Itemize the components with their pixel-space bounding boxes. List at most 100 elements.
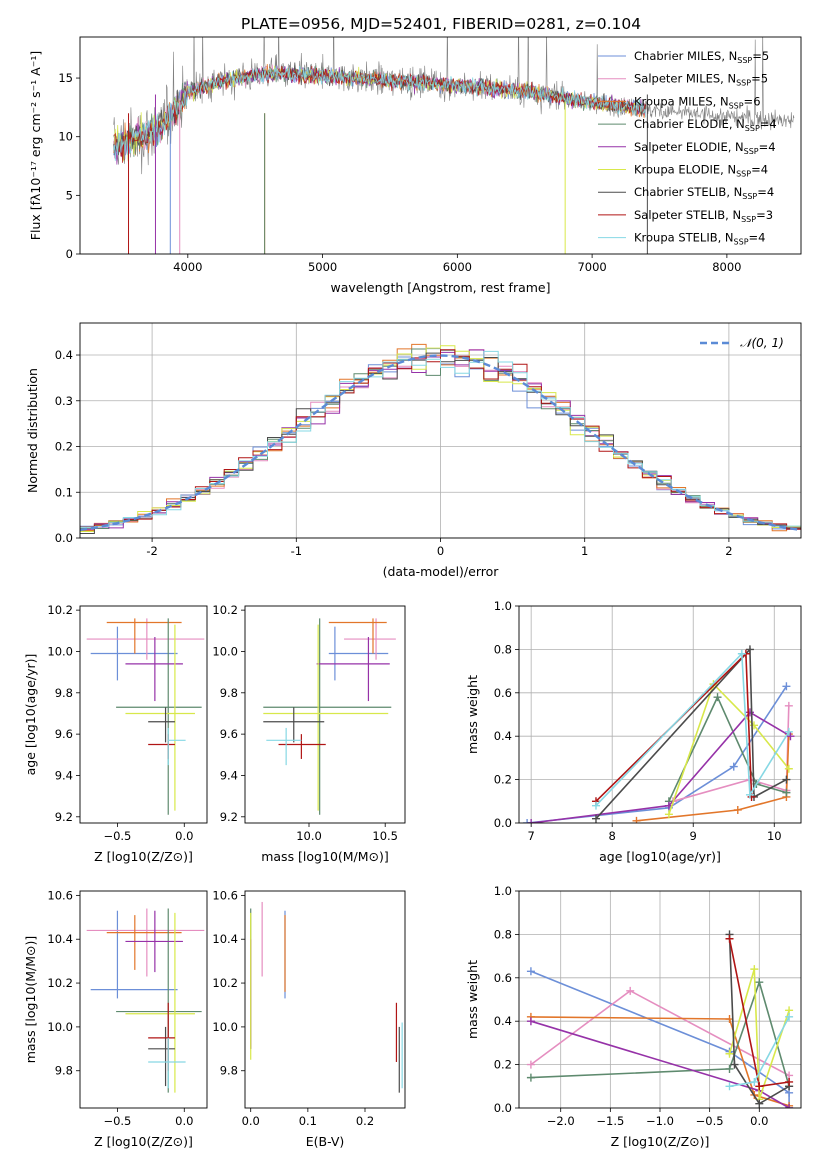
weight-marker xyxy=(784,701,793,710)
weight-marker xyxy=(784,764,793,773)
weight-marker xyxy=(526,1060,535,1069)
legend-equals: = xyxy=(759,140,769,154)
legend-nssp: 4 xyxy=(758,231,765,245)
y-tick-label: 0.8 xyxy=(494,927,512,941)
legend-n-sub: SSP xyxy=(742,192,757,201)
y-axis-label: Normed distribution xyxy=(25,368,40,493)
x-tick-label: 0.0 xyxy=(750,1114,768,1128)
legend-model-name: Chabrier STELIB xyxy=(634,185,726,199)
legend-model-name: Salpeter ELODIE xyxy=(634,140,728,154)
y-tick-label: 0.6 xyxy=(494,971,512,985)
legend-n: , N xyxy=(725,208,741,222)
legend-label: Chabrier ELODIE, NSSP=4 xyxy=(634,117,777,133)
legend-nssp: 6 xyxy=(753,94,760,108)
weight-marker xyxy=(725,934,734,943)
legend-label: Kroupa MILES, NSSP=6 xyxy=(634,94,761,110)
model-spectrum-line xyxy=(113,65,647,162)
y-tick-label: 9.8 xyxy=(55,686,73,700)
x-axis-label: age [log10(age/yr)] xyxy=(599,849,721,864)
x-axis-label: E(B-V) xyxy=(306,1134,345,1149)
y-tick-label: 0.8 xyxy=(494,642,512,656)
legend-model-name: Chabrier ELODIE xyxy=(634,117,729,131)
panel-weight-vs-Z: −2.0 −1.5 −1.0 −0.5 0.0 0.0 0.2 0.4 0.6 0.8 1.0 Z [… xyxy=(465,884,802,1149)
legend-label: Salpeter MILES, NSSP=5 xyxy=(634,72,768,88)
x-tick-label: 0.0 xyxy=(175,829,193,843)
legend-label: Salpeter ELODIE, NSSP=4 xyxy=(634,140,776,156)
y-tick-label: 9.2 xyxy=(55,810,73,824)
axes-frame xyxy=(244,890,406,1109)
weight-marker xyxy=(526,967,535,976)
weight-marker xyxy=(737,649,746,658)
x-tick-label: 10.5 xyxy=(372,829,398,843)
axes-frame xyxy=(244,605,406,824)
legend-label: Salpeter STELIB, NSSP=3 xyxy=(634,208,773,224)
weight-marker xyxy=(785,1077,794,1086)
y-tick-label: 9.8 xyxy=(55,1064,73,1078)
y-tick-label: 10.2 xyxy=(47,603,73,617)
weight-marker xyxy=(523,819,532,823)
x-tick-label: −1.5 xyxy=(596,1114,624,1128)
x-tick-label: 10 xyxy=(767,829,782,843)
x-tick-label: 0.2 xyxy=(356,1114,374,1128)
legend-n-sub: SSP xyxy=(745,124,760,133)
weight-marker xyxy=(725,1082,734,1091)
x-axis-label: Z [log10(Z/Z⊙)] xyxy=(94,849,193,864)
legend-nssp: 4 xyxy=(768,140,775,154)
weight-marker xyxy=(725,1049,734,1058)
weight-marker xyxy=(785,1104,794,1108)
y-tick-label: 9.2 xyxy=(220,810,238,824)
legend-n-sub: SSP xyxy=(729,101,744,110)
panel-age-vs-mass: 10.0 10.5 9.2 9.4 9.6 9.8 10.0 10.2 mass [log10(… xyxy=(212,603,406,864)
legend-nssp: 4 xyxy=(769,117,776,131)
y-tick-label: 10.2 xyxy=(47,976,73,990)
legend-n-sub: SSP xyxy=(736,79,751,88)
y-tick-label: 0.1 xyxy=(55,485,73,499)
plot-area-mass-vs-Z xyxy=(86,908,205,1093)
plot-area-weight-vs-Z xyxy=(519,891,801,1108)
legend-model-name: Kroupa MILES xyxy=(634,94,713,108)
weight-marker xyxy=(725,1064,734,1073)
y-axis-label: age [log10(age/yr)] xyxy=(23,654,38,776)
weight-series-line xyxy=(728,934,790,1105)
y-tick-label: 10.6 xyxy=(47,888,73,902)
legend-equals: = xyxy=(760,117,770,131)
y-tick-label: 0.3 xyxy=(55,394,73,408)
plot-area-spectrum xyxy=(113,37,795,254)
legend-model-name: Salpeter STELIB xyxy=(634,208,725,222)
legend-model-name: Chabrier MILES xyxy=(634,49,721,63)
x-tick-label: 0 xyxy=(437,544,444,558)
y-tick-label: 10.0 xyxy=(47,644,73,658)
plot-area-mass-vs-EBV xyxy=(250,901,403,1093)
legend-equals: = xyxy=(756,208,766,222)
x-tick-label: -2 xyxy=(146,544,157,558)
legend-equals: = xyxy=(757,185,767,199)
y-tick-label: 5 xyxy=(66,188,73,202)
weight-series-line xyxy=(595,647,787,820)
y-tick-label: 0.4 xyxy=(55,348,73,362)
x-tick-label: -1 xyxy=(291,544,302,558)
legend-model-name: Salpeter MILES xyxy=(634,72,720,86)
panel-spectrum: 4000 5000 6000 7000 8000 0 5 10 15 wavelength [An… xyxy=(28,36,802,295)
weight-marker xyxy=(591,814,600,823)
weight-marker xyxy=(626,986,635,995)
legend-equals: = xyxy=(752,49,762,63)
x-axis-label: Z [log10(Z/Z⊙)] xyxy=(94,1134,193,1149)
normal-legend-label: 𝒩(0, 1) xyxy=(740,336,784,350)
y-tick-label: 1.0 xyxy=(494,884,512,898)
y-axis-label: mass [log10(M/M⊙)] xyxy=(23,936,38,1064)
y-tick-label: 10 xyxy=(58,130,73,144)
x-tick-label: −0.5 xyxy=(103,1114,131,1128)
x-tick-label: 1 xyxy=(581,544,588,558)
model-spectrum-line xyxy=(113,65,647,161)
model-spectrum-line xyxy=(113,65,647,163)
y-tick-label: 9.8 xyxy=(220,1064,238,1078)
x-tick-label: 2 xyxy=(725,544,732,558)
y-tick-label: 0.4 xyxy=(494,1014,512,1028)
x-tick-label: −0.5 xyxy=(696,1114,724,1128)
legend-n-sub: SSP xyxy=(737,56,752,65)
y-tick-label: 0.2 xyxy=(55,440,73,454)
y-tick-label: 0 xyxy=(66,247,73,261)
y-axis-label: mass weight xyxy=(465,675,480,754)
weight-marker xyxy=(729,762,738,771)
